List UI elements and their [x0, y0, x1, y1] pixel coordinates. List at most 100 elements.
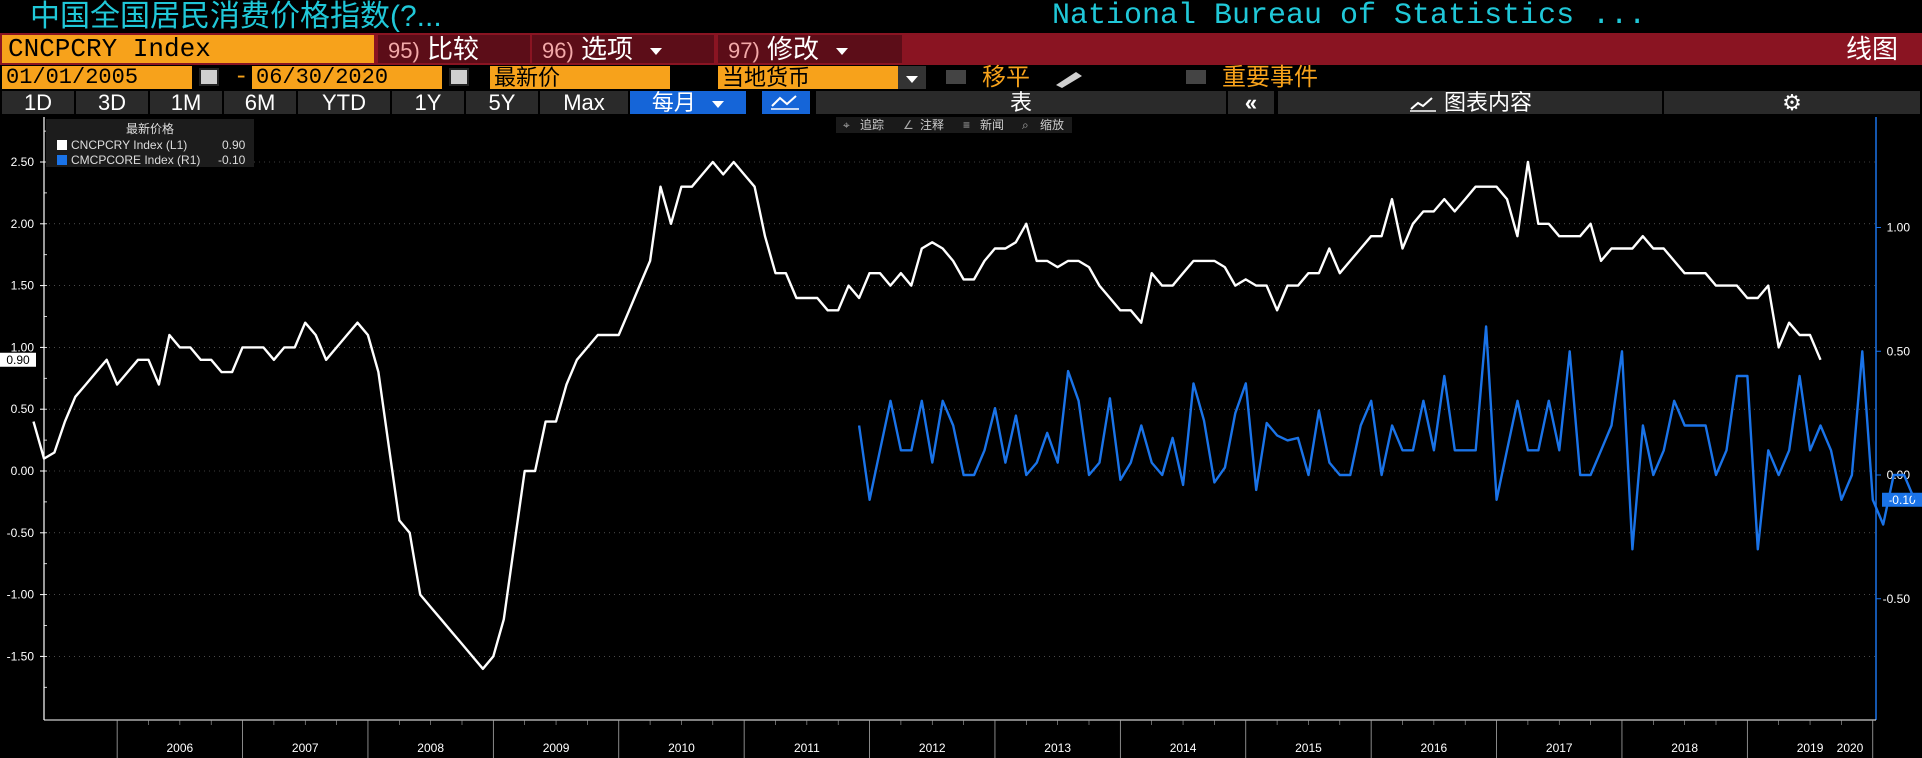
x-tick-label: 2020 [1837, 741, 1864, 755]
y-tick-label: 1.50 [11, 279, 35, 293]
right-tick-label: 1.00 [1887, 221, 1911, 235]
range-max[interactable]: Max [540, 91, 628, 114]
x-tick-label: 2013 [1044, 741, 1071, 755]
pencil-icon[interactable] [1052, 68, 1086, 88]
compare-number: 95) [388, 38, 420, 63]
currency-dropdown-button[interactable] [898, 66, 926, 89]
events-label: 重要事件 [1222, 64, 1318, 91]
settings-button[interactable]: ⚙ [1664, 91, 1920, 114]
last-value-label-left: 0.90 [6, 353, 30, 367]
y-tick-label: 1.00 [11, 340, 35, 354]
series-line-2 [857, 325, 1916, 551]
line-chart-icon [771, 95, 799, 110]
chart-area: 2.50 2.00 1.50 1.00 0.50 0.00 -0.50 -1.00 -1.50 0… [0, 117, 1922, 758]
chevron-down-icon [650, 47, 663, 55]
calendar-icon[interactable] [199, 68, 219, 86]
shift-checkbox[interactable] [946, 70, 966, 84]
right-tick-label: -0.50 [1883, 592, 1911, 606]
options-label: 选项 [581, 34, 634, 64]
x-tick-label: 2015 [1295, 741, 1322, 755]
legend-series1-name: CNCPCRY Index (L1) [71, 138, 187, 152]
x-tick-label: 2009 [543, 741, 570, 755]
chevron-down-icon [712, 100, 725, 108]
chart-toolbar: ⌖ 追踪 ∠ 注释 ≡ 新闻 ⌕ 缩放 [836, 117, 1072, 133]
tool-annotate[interactable]: 注释 [920, 117, 944, 132]
y-tick-label: -1.50 [7, 649, 35, 663]
x-tick-label: 2017 [1546, 741, 1573, 755]
options-button[interactable]: 96) 选项 [532, 35, 714, 63]
start-date-field[interactable]: 01/01/2005 [2, 66, 192, 89]
last-value-badge-left [0, 352, 36, 367]
range-6m[interactable]: 6M [224, 91, 296, 114]
x-tick-label: 2019 [1797, 741, 1824, 755]
chart-type-label[interactable]: 线图 [1845, 34, 1898, 64]
legend-title: 最新价格 [126, 121, 174, 136]
y-tick-label: 0.50 [11, 402, 35, 416]
shift-label: 移平 [982, 64, 1030, 91]
legend-series2-name: CMCPCORE Index (R1) [71, 153, 200, 167]
collapse-button[interactable]: « [1228, 91, 1274, 114]
chart-content-label: 图表内容 [1444, 90, 1533, 115]
date-separator: - [234, 64, 249, 91]
annotate-icon[interactable]: ∠ [903, 118, 914, 132]
frequency-label: 每月 [651, 90, 696, 115]
left-y-axis: 2.50 2.00 1.50 1.00 0.50 0.00 -0.50 -1.00 -1.50 0… [0, 117, 47, 720]
last-value-label-right: -0.10 [1888, 493, 1916, 507]
options-number: 96) [542, 38, 574, 63]
price-field-select[interactable]: 最新价 [490, 66, 670, 89]
events-checkbox[interactable] [1186, 70, 1206, 84]
date-bar: 01/01/2005 - 06/30/2020 最新价 当地货币 移平 重要事件 [0, 65, 1922, 90]
x-tick-label: 2016 [1420, 741, 1447, 755]
frequency-select[interactable]: 每月 [630, 91, 746, 114]
source-title: National Bureau of Statistics ... [1052, 0, 1647, 33]
chart-content-button[interactable]: 图表内容 [1278, 91, 1662, 114]
tool-track[interactable]: 追踪 [860, 117, 884, 132]
chevron-down-icon [906, 75, 918, 83]
right-y-axis: 1.000.500.00-0.50-0.10 [1875, 117, 1922, 720]
compare-button[interactable]: 95) 比较 [378, 35, 530, 63]
grid [44, 161, 1876, 657]
news-icon[interactable]: ≡ [963, 118, 970, 132]
range-1y[interactable]: 1Y [392, 91, 464, 114]
series-line-1 [32, 160, 1822, 670]
x-tick-label: 2018 [1671, 741, 1698, 755]
y-tick-label: 2.50 [11, 155, 35, 169]
legend-series2-value: -0.10 [218, 153, 246, 167]
menu-bar: CNCPCRY Index 95) 比较 96) 选项 97) 修改 线图 [0, 33, 1922, 65]
range-1m[interactable]: 1M [150, 91, 222, 114]
range-ytd[interactable]: YTD [298, 91, 390, 114]
modify-button[interactable]: 97) 修改 [718, 35, 902, 63]
x-tick-label: 2014 [1170, 741, 1197, 755]
range-3d[interactable]: 3D [76, 91, 148, 114]
title-bar: 中国全国居民消费价格指数(?... National Bureau of Sta… [0, 0, 1922, 33]
x-axis: 2006 2007 2008 2009 2010 2011 2012 2013 2014 2015… [44, 719, 1876, 758]
legend-swatch-blue [57, 155, 67, 165]
x-tick-label: 2008 [417, 741, 444, 755]
modify-number: 97) [728, 38, 760, 63]
range-1d[interactable]: 1D [2, 91, 74, 114]
modify-label: 修改 [767, 34, 820, 64]
chevron-down-icon [836, 47, 849, 55]
right-tick-label: 0.50 [1887, 344, 1911, 358]
legend: 最新价格 CNCPCRY Index (L1) 0.90 CMCPCORE In… [46, 119, 254, 167]
range-5y[interactable]: 5Y [466, 91, 538, 114]
legend-series1-value: 0.90 [222, 138, 246, 152]
y-tick-label: 2.00 [11, 217, 35, 231]
tool-zoom[interactable]: 缩放 [1040, 117, 1064, 132]
chart-settings-icon [1409, 97, 1436, 112]
y-tick-label: -1.00 [7, 588, 35, 602]
currency-select[interactable]: 当地货币 [718, 66, 898, 89]
calendar-icon[interactable] [449, 68, 469, 86]
tool-news[interactable]: 新闻 [980, 117, 1004, 132]
x-tick-label: 2010 [668, 741, 695, 755]
zoom-icon[interactable]: ⌕ [1022, 118, 1029, 132]
end-date-field[interactable]: 06/30/2020 [252, 66, 442, 89]
x-tick-label: 2006 [166, 741, 193, 755]
x-tick-label: 2007 [292, 741, 319, 755]
crosshair-icon[interactable]: ⌖ [843, 118, 850, 132]
line-chart-button[interactable] [762, 91, 810, 114]
range-bar: 1D 3D 1M 6M YTD 1Y 5Y Max 每月 表 « 图表内容 ⚙ [0, 90, 1922, 115]
ticker-field[interactable]: CNCPCRY Index [2, 35, 374, 63]
x-tick-label: 2012 [919, 741, 946, 755]
table-button[interactable]: 表 [816, 91, 1226, 114]
